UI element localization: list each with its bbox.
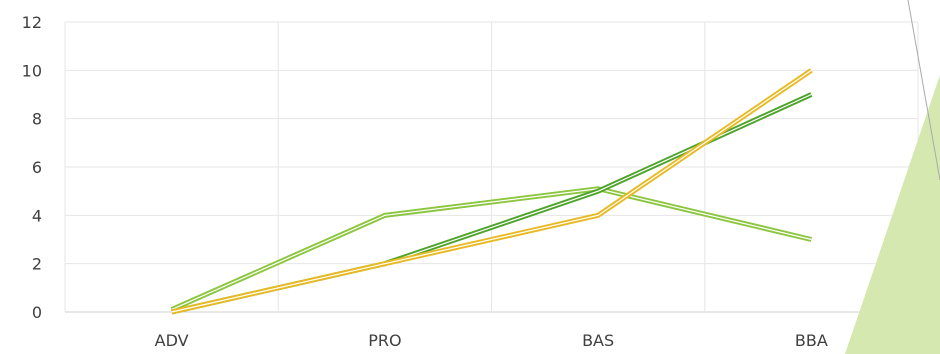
- chart-series: [170, 68, 813, 315]
- y-tick-label: 10: [22, 61, 42, 80]
- x-axis: ADV PRO BAS BBA: [155, 331, 828, 350]
- x-tick-label: PRO: [368, 331, 401, 350]
- chart-grid: [64, 21, 919, 313]
- x-tick-label: BAS: [582, 331, 614, 350]
- series-line-inner: [171, 188, 812, 311]
- y-tick-label: 4: [32, 206, 42, 225]
- y-tick-label: 6: [32, 158, 42, 177]
- series-line: [170, 186, 812, 312]
- accent-line: [907, 0, 940, 181]
- y-tick-label: 0: [32, 303, 42, 322]
- series-line: [171, 68, 813, 315]
- y-axis: 0 2 4 6 8 10 12: [22, 13, 42, 322]
- accent-triangle: [845, 75, 940, 354]
- y-tick-label: 2: [32, 255, 42, 274]
- y-tick-label: 8: [32, 110, 42, 129]
- decorative-accent: [845, 0, 940, 354]
- x-tick-label: ADV: [155, 331, 189, 350]
- x-tick-label: BBA: [795, 331, 828, 350]
- series-line-inner: [171, 69, 812, 313]
- y-tick-label: 12: [22, 13, 42, 32]
